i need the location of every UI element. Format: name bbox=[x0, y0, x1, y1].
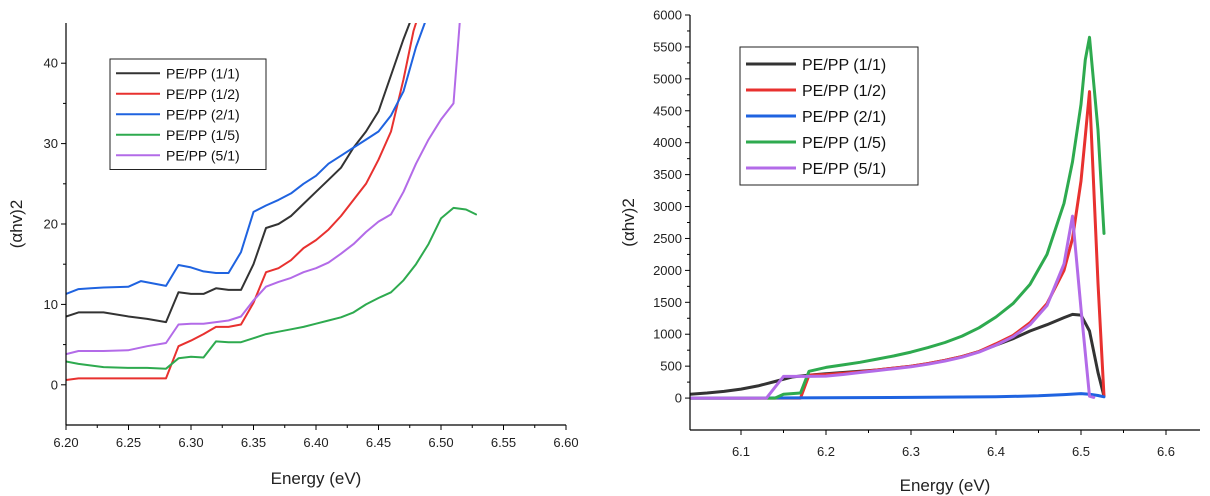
y-tick-label: 2000 bbox=[653, 263, 682, 278]
x-tick-label: 6.30 bbox=[178, 435, 203, 450]
chart-1: 6.20 6.25 6.30 6.35 6.40 6.45 6.50 6.55 6.60 0 10 2… bbox=[7, 23, 579, 488]
chart-2: 6.1 6.2 6.3 6.4 6.5 6.6 0 500 1000 1500 2000 2500 30… bbox=[619, 8, 1200, 495]
x-tick-label: 6.4 bbox=[987, 444, 1005, 459]
y-axis-title: (αhv)2 bbox=[619, 198, 638, 247]
x-tick-label: 6.2 bbox=[817, 444, 835, 459]
y-tick-label: 2500 bbox=[653, 231, 682, 246]
y-tick-label: 3000 bbox=[653, 199, 682, 214]
x-tick-label: 6.20 bbox=[53, 435, 78, 450]
plot-area bbox=[690, 35, 1106, 400]
x-tick-label: 6.55 bbox=[491, 435, 516, 450]
y-axis-title: (αhv)2 bbox=[7, 200, 26, 249]
y-tick-label: 4000 bbox=[653, 135, 682, 150]
plot-area bbox=[66, 23, 477, 381]
y-tick-label: 4500 bbox=[653, 103, 682, 118]
series-line-3 bbox=[66, 23, 426, 295]
x-tick-label: 6.5 bbox=[1072, 444, 1090, 459]
legend: PE/PP (1/1) PE/PP (1/2) PE/PP (2/1) PE/PP (… bbox=[739, 46, 919, 186]
legend-label: PE/PP (1/1) bbox=[802, 57, 886, 74]
y-tick-label: 40 bbox=[44, 56, 58, 71]
legend-label: PE/PP (1/5) bbox=[166, 127, 240, 143]
y-tick-label: 6000 bbox=[653, 8, 682, 23]
y-tick-label: 5000 bbox=[653, 71, 682, 86]
x-tick-label: 6.25 bbox=[116, 435, 141, 450]
y-tick-label: 5500 bbox=[653, 39, 682, 54]
y-tick-label: 0 bbox=[51, 377, 58, 392]
legend-label: PE/PP (1/1) bbox=[166, 65, 240, 81]
x-tick-label: 6.45 bbox=[366, 435, 391, 450]
x-tick-label: 6.60 bbox=[553, 435, 578, 450]
y-tick-label: 30 bbox=[44, 136, 58, 151]
legend-label: PE/PP (2/1) bbox=[166, 106, 240, 122]
x-tick-label: 6.3 bbox=[902, 444, 920, 459]
legend-label: PE/PP (1/5) bbox=[802, 135, 886, 152]
x-tick-label: 6.6 bbox=[1157, 444, 1175, 459]
x-tick-label: 6.1 bbox=[732, 444, 750, 459]
series-line-3 bbox=[690, 392, 1106, 400]
x-tick-label: 6.50 bbox=[428, 435, 453, 450]
x-tick-label: 6.35 bbox=[241, 435, 266, 450]
y-tick-label: 1500 bbox=[653, 295, 682, 310]
series-line-4 bbox=[66, 206, 477, 370]
y-tick-label: 10 bbox=[44, 297, 58, 312]
legend-label: PE/PP (2/1) bbox=[802, 109, 886, 126]
series-line-1 bbox=[66, 23, 411, 324]
x-tick-label: 6.40 bbox=[303, 435, 328, 450]
legend: PE/PP (1/1) PE/PP (1/2) PE/PP (2/1) PE/PP (… bbox=[109, 58, 267, 170]
series-line-2 bbox=[66, 23, 418, 381]
legend-label: PE/PP (5/1) bbox=[166, 147, 240, 163]
y-tick-label: 500 bbox=[660, 359, 682, 374]
y-tick-label: 3500 bbox=[653, 167, 682, 182]
y-tick-label: 20 bbox=[44, 217, 58, 232]
legend-label: PE/PP (1/2) bbox=[166, 86, 240, 102]
x-axis-title: Energy (eV) bbox=[900, 476, 991, 495]
series-line-4 bbox=[690, 35, 1106, 400]
series-line-5 bbox=[66, 23, 461, 356]
x-axis-title: Energy (eV) bbox=[271, 469, 362, 488]
legend-label: PE/PP (1/2) bbox=[802, 83, 886, 100]
y-tick-label: 0 bbox=[675, 391, 682, 406]
legend-label: PE/PP (5/1) bbox=[802, 161, 886, 178]
y-tick-label: 1000 bbox=[653, 327, 682, 342]
series-line-5 bbox=[690, 214, 1096, 400]
